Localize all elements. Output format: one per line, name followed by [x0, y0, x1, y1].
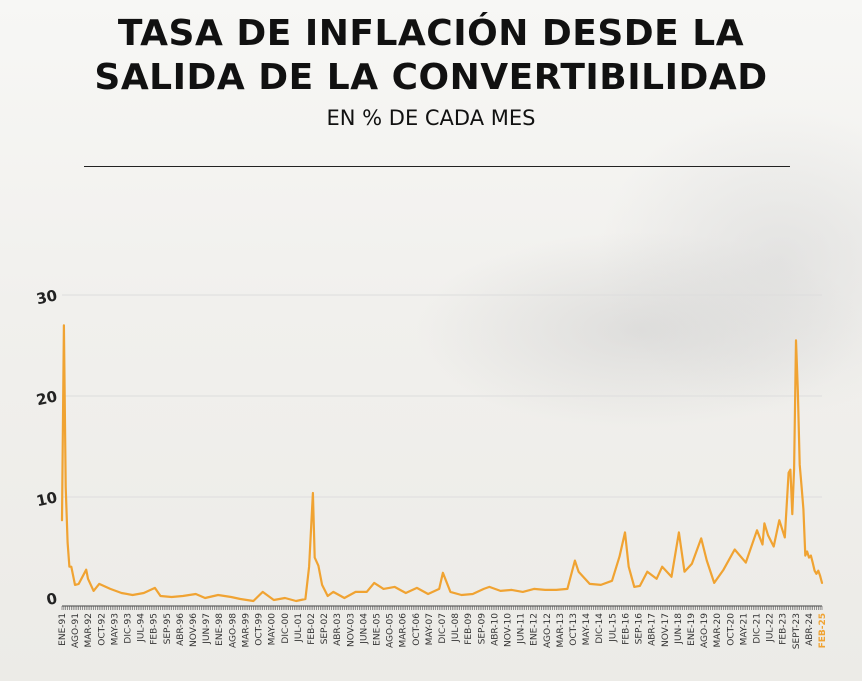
label-layer: ENE-91 AGO-91 MAR-92 OCT-92 MAY-93 DIC-93 JUL-…: [58, 613, 828, 649]
x-tick-label: MAY-93: [110, 613, 120, 645]
x-tick-label: JUL-15: [608, 613, 618, 643]
x-tick-label: OCT-20: [726, 613, 736, 646]
x-tick-label: MAR-92: [84, 613, 94, 648]
y-tick-label-30: 30: [35, 286, 59, 308]
x-tick-label: MAY-07: [425, 613, 435, 645]
x-tick-label: MAR-99: [241, 613, 251, 648]
x-tick-label: JUN-97: [202, 613, 212, 645]
x-tick-label: NOV-03: [346, 613, 356, 647]
x-tick-label: NOV-10: [504, 613, 514, 647]
x-tick-label: SEP-09: [477, 613, 487, 645]
x-tick-label: ABR-10: [490, 613, 500, 646]
x-tick-label: OCT-06: [412, 613, 422, 646]
x-tick-label: DIC-93: [124, 613, 134, 644]
x-tick-label: ABR-17: [648, 613, 658, 646]
title-divider: [84, 166, 790, 167]
x-tick-label: ABR-96: [176, 613, 186, 646]
x-tick-label: SEP-02: [320, 613, 330, 644]
x-tick-label: AGO-91: [71, 613, 81, 648]
x-tick-label: OCT-13: [569, 613, 579, 646]
x-tick-label: JUN-11: [517, 613, 527, 645]
inflation-series-line: [60, 324, 824, 603]
x-tick-label: MAY-00: [268, 613, 278, 646]
x-tick-label: ENE-98: [215, 613, 225, 646]
x-tick-label: DIC-00: [281, 613, 291, 644]
x-tick-label: FEB-16: [621, 613, 631, 645]
chart-subtitle: EN % DE CADA MES: [326, 106, 536, 130]
x-tick-label: MAR-20: [713, 613, 723, 648]
x-tick-label: SEP-16: [635, 613, 645, 645]
x-tick-label: NOV-96: [189, 613, 199, 647]
x-tick-label: MAR-06: [399, 613, 409, 648]
chart-title-line-2: SALIDA DE LA CONVERTIBILIDAD: [94, 57, 768, 98]
x-tick-label: AGO-98: [228, 613, 238, 648]
x-tick-label: JUN-04: [359, 613, 369, 645]
x-tick-label: DIC-07: [438, 613, 448, 644]
axis-layer: 0 10 20 30: [35, 286, 823, 610]
x-tick-label: SEP-95: [163, 613, 173, 644]
x-tick-label: ENE-12: [530, 613, 540, 646]
x-tick-label: MAY-14: [582, 613, 592, 646]
x-tick-label: FEB-23: [779, 613, 789, 645]
y-tick-label-20: 20: [35, 387, 59, 409]
x-tick-label: SEPT-23: [792, 613, 802, 649]
x-tick-label: AGO-05: [386, 613, 396, 648]
x-tick-label: JUN-18: [674, 613, 684, 645]
x-tick-label: DIC-14: [595, 613, 605, 644]
y-tick-label-0: 0: [45, 589, 59, 609]
grid-layer: [62, 294, 822, 498]
x-tick-label: MAR-13: [556, 613, 566, 648]
x-tick-label: OCT-99: [255, 613, 265, 646]
x-tick-label: AGO-19: [700, 613, 710, 648]
x-tick-label: ABR-03: [333, 613, 343, 646]
x-tick-label: ENE-91: [58, 613, 68, 646]
x-tick-label: NOV-17: [661, 613, 671, 647]
x-tick-label: FEB-09: [464, 613, 474, 645]
x-tick-label: ENE-19: [687, 613, 697, 646]
x-tick-label: JUL-08: [451, 613, 461, 643]
x-tick-label: ABR-24: [805, 613, 815, 646]
x-tick-label: DIC-21: [752, 613, 762, 644]
line-layer: [60, 324, 824, 603]
x-tick-label: JUL-94: [137, 613, 147, 643]
x-tick-label: JUL-22: [766, 613, 776, 643]
x-tick-label: ENE-05: [372, 613, 382, 646]
x-tick-label: FEB-02: [307, 613, 317, 645]
x-tick-label: FEB-25: [818, 613, 828, 648]
chart-title-line-1: TASA DE INFLACIÓN DESDE LA: [117, 13, 745, 54]
y-tick-label-10: 10: [35, 488, 59, 510]
x-tick-label: AGO-12: [543, 613, 553, 648]
x-tick-label: MAY-21: [739, 613, 749, 645]
x-tick-label: FEB-95: [150, 613, 160, 645]
x-tick-label: OCT-92: [97, 613, 107, 646]
x-tick-label: JUL-01: [294, 613, 304, 643]
